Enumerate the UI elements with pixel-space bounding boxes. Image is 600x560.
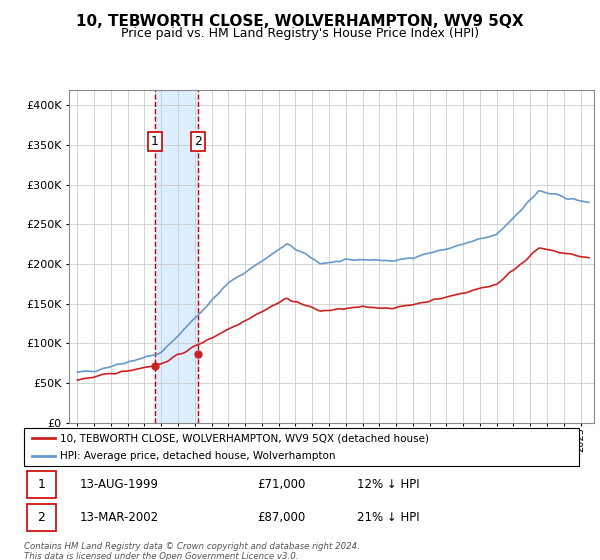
Text: £87,000: £87,000 [257, 511, 305, 524]
Text: £71,000: £71,000 [257, 478, 305, 491]
Text: 10, TEBWORTH CLOSE, WOLVERHAMPTON, WV9 5QX: 10, TEBWORTH CLOSE, WOLVERHAMPTON, WV9 5… [76, 14, 524, 29]
Text: 2: 2 [37, 511, 45, 524]
Text: 1: 1 [37, 478, 45, 491]
Text: Price paid vs. HM Land Registry's House Price Index (HPI): Price paid vs. HM Land Registry's House … [121, 27, 479, 40]
Text: 13-AUG-1999: 13-AUG-1999 [79, 478, 158, 491]
Bar [27, 471, 56, 498]
Text: 21% ↓ HPI: 21% ↓ HPI [357, 511, 419, 524]
Text: 13-MAR-2002: 13-MAR-2002 [79, 511, 158, 524]
Text: 12% ↓ HPI: 12% ↓ HPI [357, 478, 419, 491]
Text: HPI: Average price, detached house, Wolverhampton: HPI: Average price, detached house, Wolv… [60, 451, 335, 461]
Text: 2: 2 [194, 135, 202, 148]
Bar [27, 504, 56, 531]
Text: 10, TEBWORTH CLOSE, WOLVERHAMPTON, WV9 5QX (detached house): 10, TEBWORTH CLOSE, WOLVERHAMPTON, WV9 5… [60, 433, 429, 443]
Text: 1: 1 [151, 135, 159, 148]
Bar [155, 90, 198, 423]
Text: Contains HM Land Registry data © Crown copyright and database right 2024.
This d: Contains HM Land Registry data © Crown c… [24, 542, 360, 560]
